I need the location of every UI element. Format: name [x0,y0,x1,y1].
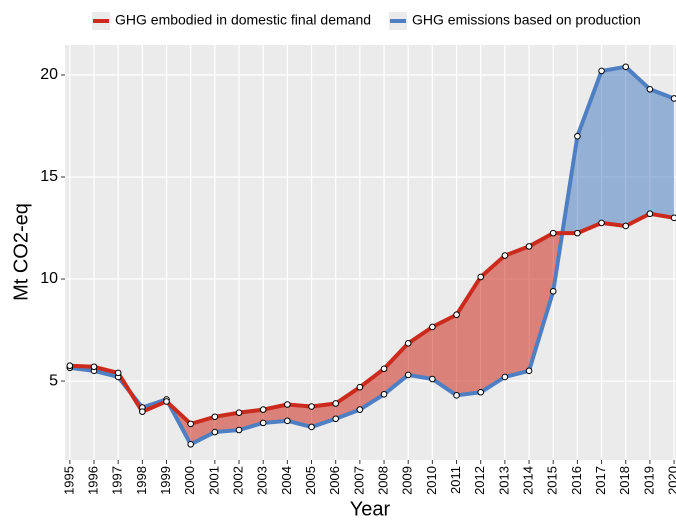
x-axis-title: Year [350,498,391,520]
data-point [187,420,194,428]
x-tick-label: 1997 [110,466,125,495]
data-point [453,392,460,399]
data-point [380,391,388,398]
series-line [69,211,675,426]
x-tick-label: 2010 [424,466,439,495]
x-tick-label: 2013 [496,466,511,495]
y-tick-label: 20 [40,66,58,83]
data-point [380,365,388,373]
data-point [332,415,339,423]
data-point [284,401,291,408]
lines [69,64,675,447]
data-point [308,403,315,410]
data-point [622,222,630,230]
legend-label: GHG embodied in domestic final demand [115,12,371,28]
x-tick-label: 2018 [617,466,632,495]
data-point [114,369,122,377]
data-point [139,408,146,415]
data-point [187,440,194,448]
y-axis-title: Mt CO2-eq [10,203,32,301]
y-tick-label: 5 [49,372,58,389]
data-point [259,406,267,413]
x-tick-label: 2016 [569,466,584,495]
data-point [429,375,436,383]
data-point [308,423,315,431]
data-point [598,67,605,75]
legend-label: GHG emissions based on production [412,12,641,28]
fill-between [504,246,530,377]
data-point [284,417,291,425]
data-point [574,229,581,237]
x-tick-label: 2005 [303,466,318,495]
x-tick-label: 2015 [545,466,560,495]
grid [65,45,676,460]
x-tick-label: 2014 [520,466,535,495]
fill-between [311,403,336,427]
fill-between [577,70,602,234]
data-point [477,273,485,281]
x-tick-label: 2000 [182,466,197,495]
data-point [404,339,412,347]
fill-between [601,66,626,226]
y-tick-label: 15 [40,168,58,185]
data-point [646,210,654,218]
data-point [501,373,509,381]
data-point [259,419,267,427]
data-point [66,362,74,370]
fill-between [359,368,385,410]
fill-between [625,66,650,226]
x-tick-label: 1995 [61,466,76,495]
data-point [356,383,364,391]
data-point [549,287,557,295]
y-tick-label: 10 [40,270,58,287]
fill-between [432,314,457,396]
x-tick-label: 2002 [230,466,245,495]
x-tick-label: 2007 [351,466,366,495]
data-point [163,398,170,405]
data-point [670,214,676,222]
data-point [525,367,533,375]
data-point [501,252,509,259]
fill-between [529,233,554,371]
data-point [211,413,219,421]
points [66,63,676,448]
x-tick-label: 1999 [158,466,173,495]
x-tick-label: 2003 [255,466,270,495]
data-point [646,85,654,93]
data-point [477,388,485,396]
data-point [90,363,98,371]
x-tick-label: 2008 [375,466,390,495]
x-tick-label: 1998 [134,466,149,495]
fill-between [649,89,675,218]
x-tick-label: 1996 [85,466,100,495]
x-tick-label: 2012 [472,466,487,495]
data-point [235,409,243,416]
x-tick-label: 2001 [206,466,221,495]
data-point [429,323,436,331]
data-point [211,428,219,436]
data-point [598,219,605,227]
data-point [235,426,243,434]
x-tick-label: 2017 [593,466,608,495]
fill-between [480,255,505,393]
data-point [622,63,630,71]
data-point [453,311,460,319]
x-tick-label: 2004 [279,466,294,495]
x-tick-label: 2019 [641,466,656,495]
fills [69,66,675,445]
x-tick-label: 2020 [666,466,676,495]
fill-between [239,409,264,431]
x-tick-label: 2009 [400,466,415,495]
data-point [574,132,581,140]
data-point [356,406,364,413]
data-point [404,371,412,379]
data-point [670,95,676,102]
data-point [549,229,557,237]
data-point [332,400,339,407]
fill-between [384,343,409,395]
x-tick-label: 2006 [327,466,342,495]
data-point [525,243,533,250]
x-tick-label: 2011 [448,466,463,494]
